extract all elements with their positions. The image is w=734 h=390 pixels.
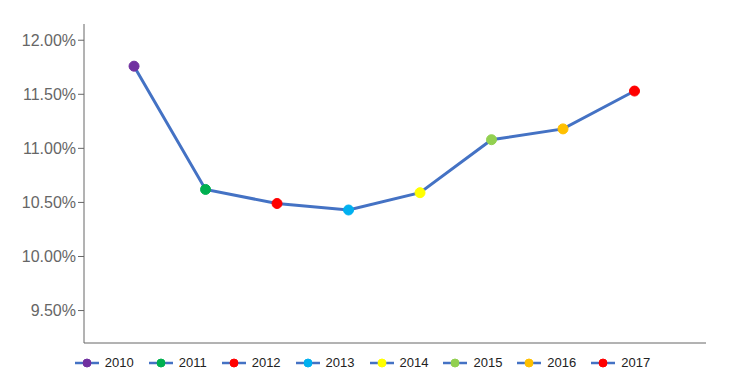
- html-text:2013: 2013: [325, 355, 355, 370]
- html-text:2014: 2014: [399, 355, 429, 370]
- svg-text:9.50%: 9.50%: [31, 302, 76, 319]
- svg-text:10.00%: 10.00%: [22, 248, 76, 265]
- html-text:2011: 2011: [178, 355, 207, 370]
- svg-text:11.50%: 11.50%: [23, 86, 76, 103]
- html-text:2010: 2010: [104, 355, 134, 370]
- html-text:2017: 2017: [621, 355, 651, 370]
- html-text:2012: 2012: [251, 355, 281, 370]
- svg-text:11.00%: 11.00%: [23, 140, 76, 157]
- svg-text:12.00%: 12.00%: [22, 32, 76, 49]
- svg-text:10.50%: 10.50%: [22, 194, 76, 211]
- html-text:2015: 2015: [473, 355, 503, 370]
- html-text:2016: 2016: [547, 355, 577, 370]
